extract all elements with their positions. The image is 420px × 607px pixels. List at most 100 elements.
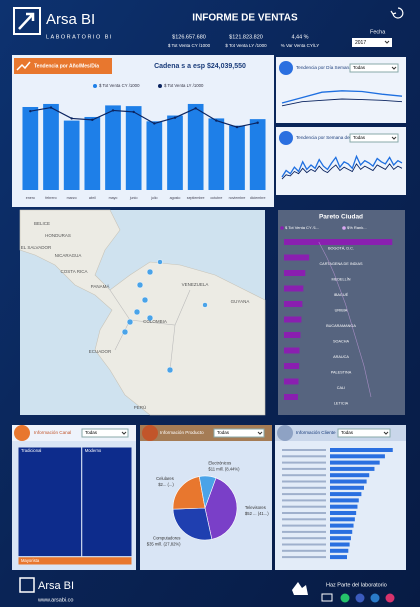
label-placeholder [282,455,326,458]
label-placeholder [282,480,326,483]
slice-label: Televisores [245,505,266,510]
line-point [215,119,218,122]
pie-slice [204,477,238,540]
bar [330,529,353,534]
x-tick-label: septiembre [187,196,205,200]
bar [84,116,101,190]
x-tick-label: febrero [45,196,56,200]
footer-url[interactable]: www.arsabi.co [37,597,73,603]
legend-label: $ Tot Venta CY /1000 [99,83,140,88]
cell-label: Moderno [85,448,102,453]
logo-arrow [18,12,35,30]
line-point [235,125,239,129]
filter-value: Todas [341,430,354,435]
bar [125,106,142,190]
brand: Arsa BI [46,11,95,28]
legend-marker [158,84,162,88]
hand-icon [292,582,308,595]
chevron [391,66,397,70]
bar [284,347,300,354]
filter-value: 2017 [355,40,366,46]
map-point [166,366,174,374]
panel-tab [14,58,112,74]
trend-icon [16,61,31,71]
line-point [91,118,94,122]
line-point [111,109,115,112]
pie-slice [198,475,217,510]
slice-label: Celulares [156,476,174,481]
bar [330,454,385,459]
panel [275,425,406,570]
map-label: HONDURAS [45,233,71,238]
series-line [281,163,403,180]
bar [330,460,380,465]
bar [284,285,304,292]
bar [284,254,310,261]
bar [249,119,266,190]
label-placeholder [282,474,326,477]
brand-subtitle: LABORATORIO BI [46,34,113,40]
category-label: PALESTINA [331,371,352,375]
filter-label: Fecha [370,29,386,35]
filter-value: Todas [217,430,230,435]
bar [284,239,393,245]
instagram-icon[interactable] [385,593,395,603]
filter-value: Todas [353,65,366,70]
filter-value: Todas [353,135,366,140]
map-label: ECUADOR [89,349,112,354]
category-label: BUCARAMANGA [326,324,356,328]
label-placeholder [282,499,326,502]
category-label: BOGOTÁ, D.C. [328,247,354,251]
label-placeholder [282,467,326,470]
bar [330,479,367,484]
category-label: LETICIA [334,402,349,406]
treemap-cell [17,446,83,558]
back-button[interactable] [390,7,404,19]
series-line [281,98,403,107]
filter-dropdown[interactable] [349,133,399,143]
bar [330,555,347,560]
bar [187,103,204,190]
linkedin-icon[interactable] [370,593,380,603]
bar [22,106,39,190]
label-placeholder [282,524,326,527]
cell-label: Tradicional [21,448,41,453]
bar [330,536,351,541]
facebook-icon[interactable] [355,593,365,603]
cell-label: Mayorista [21,558,40,563]
bar [330,542,350,547]
x-tick-label: marzo [67,196,77,200]
bar [330,492,362,497]
kpi-value: $121.823.820 [229,34,263,40]
bar [284,378,299,385]
panel-icon [279,61,293,75]
bar [146,121,163,190]
filter-dropdown[interactable] [349,63,399,73]
slice-value: $35 mill. (27,82%) [147,541,181,546]
label-placeholder [282,543,326,546]
legend-label: $% Rank... [347,225,367,230]
series-line [30,106,258,128]
label-placeholder [282,493,326,496]
bar [330,485,364,490]
bar [284,394,298,400]
line-point [70,117,73,120]
whatsapp-icon[interactable] [340,593,350,603]
map-point [146,268,154,276]
date-filter[interactable] [352,38,392,47]
filter-dropdown[interactable] [337,428,391,438]
kpi-label: % Var Venta CY/LY [281,43,320,48]
panel-title: Información Canal [34,430,71,435]
label-placeholder [282,556,326,559]
treemap-cell [17,556,133,566]
panel-title: Tendencia por Año/Mes/Día [34,63,99,69]
mail-icon[interactable] [321,593,333,602]
legend-marker [280,226,284,230]
bar [330,548,349,553]
filter-dropdown[interactable] [213,428,265,438]
bar [330,466,375,471]
map-point [202,302,208,308]
filter-dropdown[interactable] [81,428,129,438]
treemap-cell [81,446,133,558]
label-placeholder [282,449,326,451]
